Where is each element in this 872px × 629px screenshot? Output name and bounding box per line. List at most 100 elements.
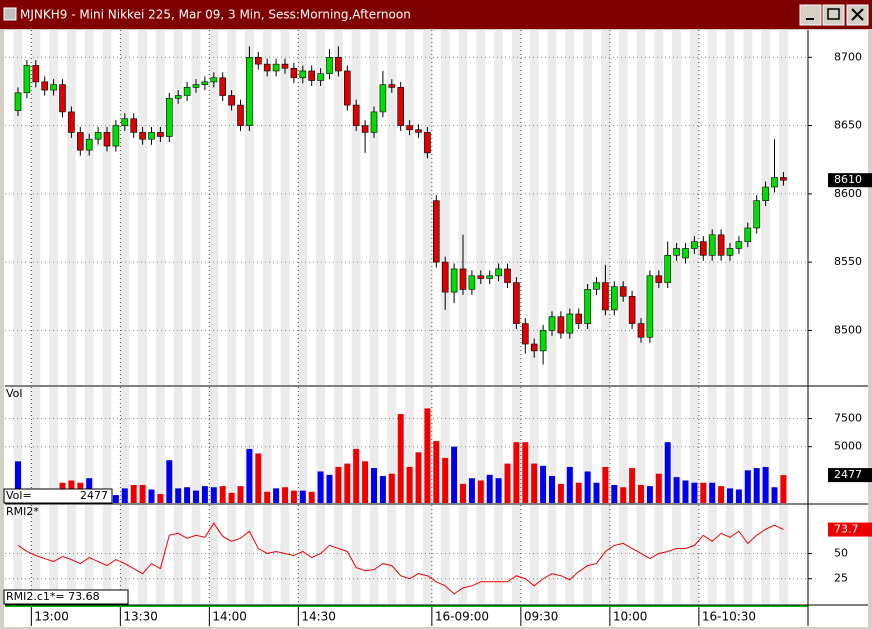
candle-body bbox=[388, 84, 396, 88]
bar-stripe bbox=[227, 505, 237, 604]
candle-body bbox=[174, 95, 182, 99]
candle-body bbox=[530, 343, 538, 352]
readout: RMI2.c1*= 73.68 bbox=[6, 590, 100, 603]
bar-stripe bbox=[672, 505, 682, 604]
volume-bar bbox=[317, 471, 324, 503]
volume-bar bbox=[513, 442, 520, 503]
bar-stripe bbox=[689, 30, 699, 385]
bar-stripe bbox=[743, 387, 753, 503]
volume-bar bbox=[727, 488, 733, 503]
y-tick-label: 25 bbox=[834, 572, 848, 585]
bar-stripe bbox=[316, 505, 326, 604]
candle-body bbox=[326, 57, 333, 74]
candle-body bbox=[708, 234, 716, 256]
bar-stripe bbox=[778, 387, 788, 503]
bar-stripe bbox=[511, 505, 521, 604]
bar-stripe bbox=[227, 387, 237, 503]
bar-stripe bbox=[778, 505, 788, 604]
candle-body bbox=[424, 132, 431, 154]
bar-stripe bbox=[333, 30, 343, 385]
minimize-button[interactable] bbox=[799, 4, 822, 26]
bar-stripe bbox=[636, 30, 646, 385]
candle-body bbox=[103, 132, 111, 147]
y-tick-label: 5000 bbox=[834, 440, 862, 453]
bar-stripe bbox=[13, 505, 23, 604]
bar-stripe bbox=[244, 387, 254, 503]
volume-bar bbox=[486, 474, 493, 503]
candle-body bbox=[432, 200, 440, 263]
title-bar bbox=[0, 0, 872, 29]
volume-bar bbox=[566, 466, 573, 503]
bar-stripe bbox=[244, 30, 254, 385]
volume-bar bbox=[718, 486, 725, 503]
bar-stripe bbox=[387, 505, 397, 604]
candle-body bbox=[94, 132, 102, 140]
bar-stripe bbox=[529, 505, 539, 604]
bar-stripe bbox=[672, 387, 682, 503]
bar-stripe bbox=[422, 505, 432, 604]
bar-stripe bbox=[636, 505, 646, 604]
bar-stripe bbox=[761, 505, 771, 604]
last-value-box bbox=[828, 468, 872, 483]
bar-stripe bbox=[405, 505, 415, 604]
bar-stripe bbox=[280, 505, 290, 604]
y-tick-label: 8600 bbox=[834, 187, 862, 200]
candle-body bbox=[735, 241, 743, 249]
bar-stripe bbox=[13, 30, 23, 385]
bar-stripe bbox=[476, 387, 486, 503]
volume-bar bbox=[121, 488, 128, 503]
bar-stripe bbox=[49, 30, 59, 385]
volume-bar bbox=[424, 408, 431, 503]
candle-body bbox=[237, 104, 244, 126]
bar-stripe bbox=[102, 505, 112, 604]
candle-body bbox=[201, 81, 209, 85]
volume-bar bbox=[415, 452, 422, 503]
bar-stripe bbox=[31, 30, 41, 385]
bar-stripe bbox=[405, 30, 415, 385]
maximize-button[interactable] bbox=[822, 4, 845, 26]
bar-stripe bbox=[227, 30, 237, 385]
bar-stripe bbox=[583, 30, 593, 385]
volume-bar bbox=[388, 473, 395, 503]
bar-stripe bbox=[120, 387, 130, 503]
candle-body bbox=[566, 313, 574, 334]
candle-body bbox=[130, 118, 137, 133]
volume-bar bbox=[255, 453, 262, 503]
volume-bar bbox=[299, 490, 306, 503]
bar-stripe bbox=[387, 387, 397, 503]
bar-stripe bbox=[66, 505, 76, 604]
volume-bar bbox=[673, 477, 680, 503]
bar-stripe bbox=[173, 505, 183, 604]
volume-bar bbox=[362, 461, 369, 503]
last-value-label: 2477 bbox=[834, 468, 862, 481]
volume-bar bbox=[735, 489, 742, 503]
bar-stripe bbox=[494, 505, 504, 604]
readout-box bbox=[3, 589, 129, 605]
bar-stripe bbox=[49, 387, 59, 503]
volume-bar bbox=[406, 466, 413, 503]
close-icon bbox=[851, 8, 864, 21]
bar-stripe bbox=[761, 30, 771, 385]
last-value-box bbox=[828, 522, 872, 537]
volume-bar bbox=[602, 466, 609, 503]
volume-bar bbox=[290, 490, 297, 503]
volume-bar bbox=[744, 470, 751, 503]
x-tick-label: 16-10:30 bbox=[702, 610, 756, 624]
bar-stripe bbox=[138, 30, 148, 385]
volume-bar bbox=[344, 463, 351, 503]
bar-stripe bbox=[761, 387, 771, 503]
bar-stripe bbox=[565, 505, 575, 604]
bar-stripe bbox=[333, 387, 343, 503]
bar-stripe bbox=[458, 505, 468, 604]
bar-stripe bbox=[280, 30, 290, 385]
candle-body bbox=[441, 261, 449, 293]
candle-body bbox=[504, 268, 511, 283]
bar-stripe bbox=[529, 387, 539, 503]
x-tick-label: 14:00 bbox=[212, 610, 247, 624]
candle-body bbox=[495, 268, 502, 277]
volume-bar bbox=[353, 448, 360, 503]
bar-stripe bbox=[120, 30, 130, 385]
volume-bar bbox=[397, 414, 404, 503]
candle-body bbox=[166, 97, 173, 137]
bar-stripe bbox=[173, 30, 183, 385]
